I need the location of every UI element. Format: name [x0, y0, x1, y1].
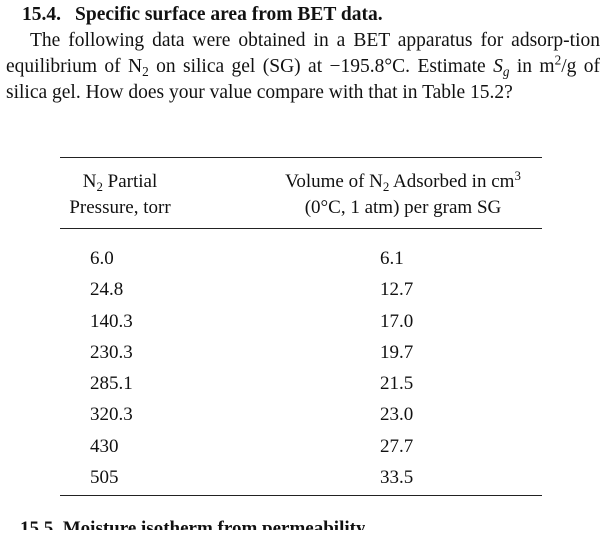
problem-title: Specific surface area from BET data. [75, 4, 383, 25]
bet-data-table: N2 Partial Pressure, torr Volume of N2 A… [60, 157, 542, 496]
next-problem-cutoff: 15.5. Moisture isotherm from permeabilit… [20, 518, 365, 540]
next-problem-text: 15.5. Moisture isotherm from permeabilit… [20, 518, 366, 530]
volume-cell: 27.7 [380, 435, 414, 457]
pressure-cell: 230.3 [90, 341, 133, 363]
volume-cell: 21.5 [380, 373, 414, 395]
volume-cell: 17.0 [380, 310, 414, 332]
volume-cell: 19.7 [380, 341, 414, 363]
header-pressure-n: N [82, 171, 97, 192]
pressure-cell: 320.3 [90, 404, 133, 426]
table-top-rule [60, 157, 542, 158]
table-bottom-rule [60, 495, 542, 496]
header-pressure-partial: Partial [102, 171, 158, 192]
volume-cell: 6.1 [380, 248, 404, 269]
header-volume-sup: 3 [514, 167, 521, 183]
table-row: 6.0 6.1 [60, 243, 542, 274]
table-row: 24.8 12.7 [60, 274, 542, 305]
n2-subscript: 2 [142, 63, 149, 79]
header-pressure: N2 Partial Pressure, torr [60, 169, 180, 221]
table-row: 320.3 23.0 [60, 399, 542, 430]
table-row: 430 27.7 [60, 431, 542, 462]
pressure-cell: 505 [90, 467, 119, 489]
statement-text-3: in m [509, 56, 555, 77]
table-header-rule [60, 228, 542, 229]
symbol-s: S [493, 56, 503, 77]
header-volume: Volume of N2 Adsorbed in cm3 (0°C, 1 atm… [264, 169, 542, 221]
pressure-cell: 285.1 [90, 373, 133, 395]
problem-15-4: 15.4. Specific surface area from BET data… [6, 2, 600, 106]
pressure-cell: 6.0 [90, 248, 114, 269]
table-row: 285.1 21.5 [60, 368, 542, 399]
volume-cell: 33.5 [380, 467, 414, 489]
header-volume-line2: (0°C, 1 atm) per gram SG [304, 197, 502, 218]
problem-statement: The following data were obtained in a BE… [6, 28, 600, 106]
header-volume-line1: Volume of N2 Adsorbed in cm3 [264, 169, 542, 195]
header-volume-adsorbed: Adsorbed in cm [389, 171, 515, 192]
header-volume-sub: 2 [382, 178, 390, 194]
header-pressure-sub: 2 [96, 178, 103, 194]
table-row: 505 33.5 [60, 462, 542, 493]
table-header: N2 Partial Pressure, torr Volume of N2 A… [60, 158, 542, 228]
symbol-g-subscript: g [502, 63, 510, 79]
pressure-cell: 430 [90, 435, 119, 457]
header-pressure-line2: Pressure, torr [69, 197, 171, 218]
statement-text-4: /g of silica gel. How does your value co… [6, 56, 600, 103]
table-row: 230.3 19.7 [60, 337, 542, 368]
header-volume-text: Volume of N [285, 171, 383, 192]
statement-text-1: The following data were obtained in a BE… [6, 30, 600, 77]
pressure-cell: 140.3 [90, 310, 133, 332]
statement-text-2: on silica gel (SG) at −195.8°C. Estimate [148, 56, 494, 77]
pressure-cell: 24.8 [90, 279, 124, 301]
problem-heading: 15.4. Specific surface area from BET data… [6, 2, 600, 28]
header-pressure-line1: N2 Partial [60, 169, 180, 195]
table-body: 6.0 6.1 24.8 12.7 140.3 17.0 230.3 19.7 285.… [60, 229, 542, 495]
m2-superscript: 2 [554, 52, 562, 68]
problem-number: 15.4. [22, 4, 61, 25]
volume-cell: 23.0 [380, 404, 414, 426]
table-row: 140.3 17.0 [60, 306, 542, 337]
volume-cell: 12.7 [380, 279, 414, 301]
